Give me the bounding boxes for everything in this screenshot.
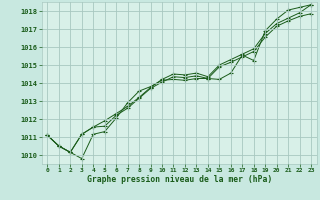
X-axis label: Graphe pression niveau de la mer (hPa): Graphe pression niveau de la mer (hPa) — [87, 175, 272, 184]
